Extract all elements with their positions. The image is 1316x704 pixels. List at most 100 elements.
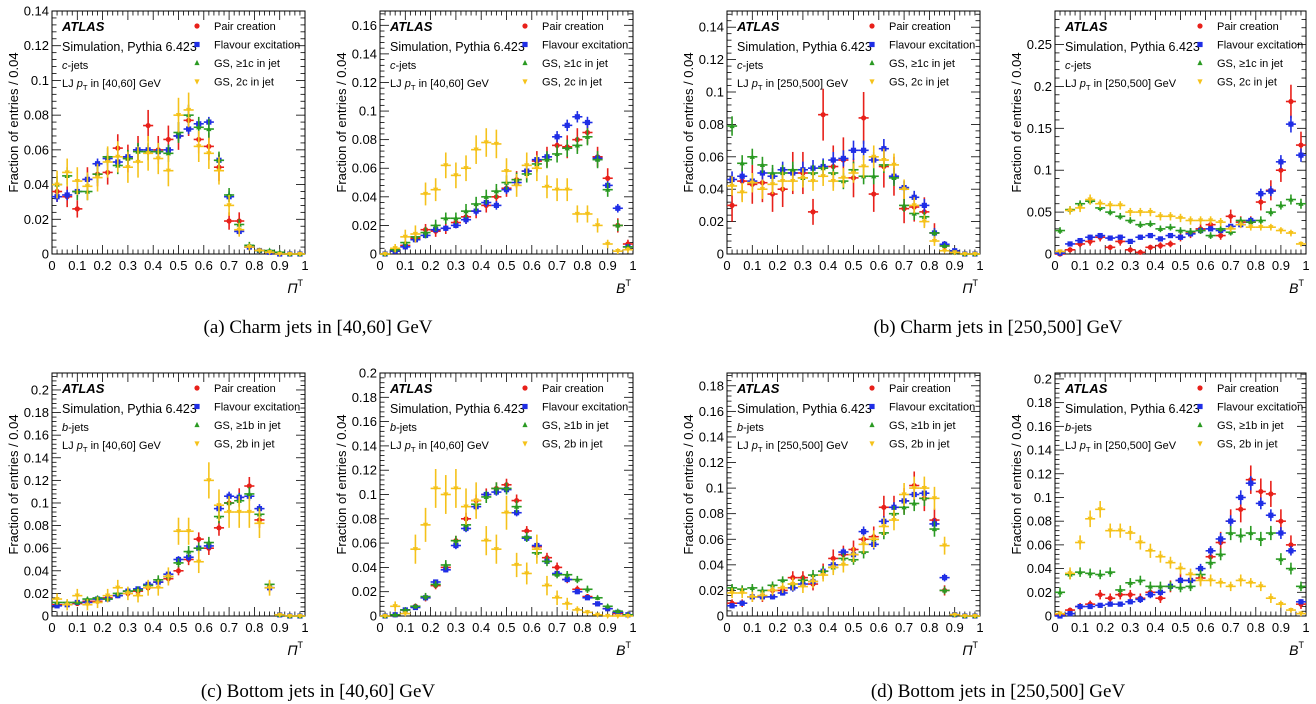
data-point [554, 571, 560, 577]
legend-label: GS, 2b in jet [214, 439, 275, 451]
data-point [1248, 529, 1254, 536]
y-axis-label: Fraction of entries / 0.04 [334, 414, 349, 554]
y-tick-label: 0.08 [699, 506, 724, 521]
atlas-label: ATLAS [736, 381, 780, 396]
data-point [1268, 529, 1274, 536]
data-point [422, 191, 429, 198]
y-tick-label: 0.14 [24, 4, 49, 19]
data-point [1097, 571, 1103, 577]
data-point [1057, 611, 1063, 617]
x-tick-label: 0.9 [946, 258, 964, 273]
data-point [1208, 548, 1214, 554]
x-axis-label: ΠT [287, 278, 303, 296]
data-point [1107, 209, 1113, 215]
data-point [881, 524, 887, 530]
data-point [780, 179, 786, 185]
data-point [1077, 205, 1083, 212]
data-point [1087, 603, 1093, 610]
data-point [483, 140, 489, 146]
data-point [1238, 578, 1244, 584]
legend-marker [522, 441, 528, 447]
data-point [115, 154, 121, 160]
x-tick-label: 0 [1051, 258, 1058, 273]
data-point [1278, 556, 1284, 562]
y-tick-label: 0.12 [699, 52, 724, 67]
data-point [1258, 500, 1264, 506]
data-point [1107, 595, 1113, 601]
data-point [759, 161, 766, 167]
y-tick-label: 0.18 [24, 405, 49, 420]
legend-marker [194, 441, 200, 447]
x-tick-label: 0.2 [422, 620, 440, 635]
data-point [871, 537, 877, 543]
data-point [625, 613, 631, 620]
data-point [1268, 596, 1274, 602]
data-point [1268, 491, 1274, 497]
data-point [1107, 244, 1113, 250]
data-point [483, 538, 489, 544]
data-point [1197, 571, 1204, 577]
data-point [392, 604, 398, 610]
data-point [84, 184, 91, 190]
data-point [216, 525, 222, 531]
x-tick-label: 0.7 [1222, 258, 1240, 273]
data-point [1197, 227, 1204, 233]
data-point [1298, 200, 1304, 206]
data-point [615, 613, 621, 620]
x-axis-label: ΠT [962, 278, 978, 296]
y-axis-label: Fraction of entries / 0.04 [1009, 52, 1024, 192]
legend-label: Pair creation [889, 21, 951, 33]
data-point [729, 202, 735, 208]
data-point [554, 150, 560, 157]
data-point [861, 542, 867, 548]
data-point [1097, 232, 1103, 239]
data-point [493, 485, 499, 491]
legend-marker [869, 41, 875, 48]
data-point [297, 251, 303, 258]
x-tick-label: 0.4 [1146, 258, 1164, 273]
data-point [780, 585, 786, 591]
y-tick-label: 0.02 [24, 586, 49, 601]
x-axis-label: ΠT [287, 640, 303, 658]
data-point [1067, 571, 1073, 577]
y-tick-label: 0.18 [352, 390, 377, 405]
data-point [503, 510, 510, 516]
data-point [1077, 603, 1083, 610]
x-tick-label: 0.1 [1071, 620, 1089, 635]
data-point [433, 187, 439, 193]
x-tick-label: 0.7 [220, 620, 238, 635]
data-point [84, 602, 91, 608]
data-point [931, 525, 938, 532]
data-point [830, 565, 836, 571]
data-point [1208, 226, 1214, 232]
data-point [584, 595, 591, 601]
y-tick-label: 0.18 [1027, 395, 1052, 410]
x-tick-label: 0 [376, 258, 383, 273]
data-point [64, 170, 70, 176]
data-point [246, 509, 252, 516]
data-point [850, 170, 857, 177]
x-tick-label: 0.3 [1121, 620, 1139, 635]
data-point [759, 587, 766, 593]
y-tick-label: 0.1 [359, 487, 377, 502]
data-point [850, 552, 857, 558]
data-point [54, 182, 60, 188]
data-point [584, 586, 591, 592]
x-tick-label: 1 [1302, 620, 1309, 635]
data-point [1278, 228, 1284, 234]
series-2 [1055, 525, 1306, 598]
data-point [1197, 578, 1204, 584]
data-point [412, 547, 419, 553]
data-point [840, 549, 846, 555]
data-point [287, 613, 293, 620]
data-point [1288, 548, 1294, 554]
data-point [911, 203, 917, 209]
data-point [1278, 518, 1284, 524]
data-point [246, 490, 252, 497]
x-tick-label: 0.4 [144, 258, 162, 273]
data-point [1288, 607, 1294, 614]
x-tick-label: 0.1 [743, 620, 761, 635]
data-point [1157, 214, 1164, 220]
data-point [790, 166, 796, 172]
